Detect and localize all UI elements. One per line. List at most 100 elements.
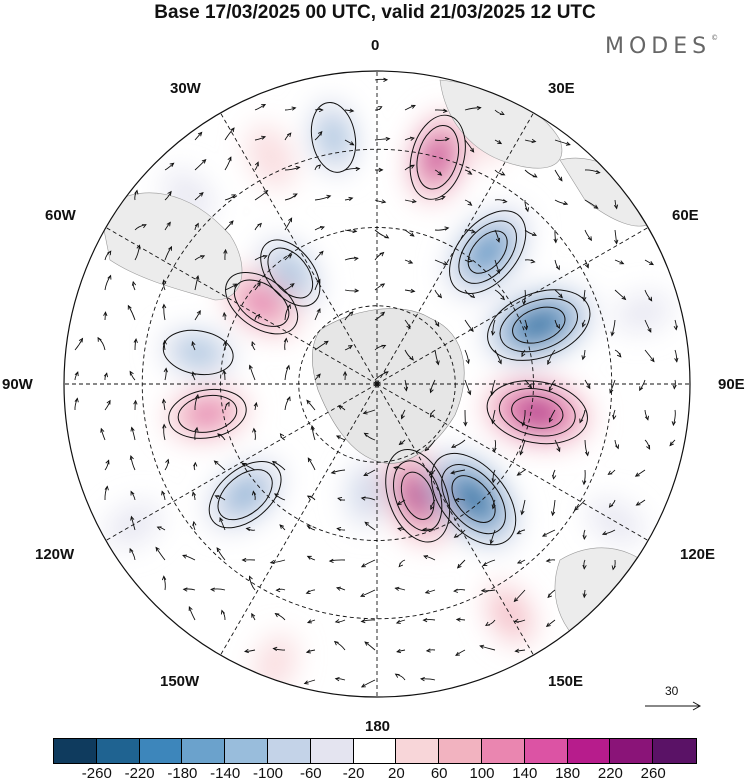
map-title: Base 17/03/2025 00 UTC, valid 21/03/2025… <box>154 2 596 23</box>
colorbar-tick-label: -60 <box>299 765 322 782</box>
wind-vector-head <box>671 421 676 427</box>
wind-vector-head <box>353 256 359 261</box>
wind-vector-head <box>381 344 387 349</box>
wind-vector-head <box>257 222 262 228</box>
wind-vector <box>164 162 174 171</box>
wind-vector-head <box>435 360 440 366</box>
wind-vector-head <box>527 383 533 389</box>
wind-vector-head <box>316 164 322 169</box>
wind-vector <box>584 199 599 209</box>
wind-vector <box>360 589 376 597</box>
wind-vector <box>609 379 616 393</box>
wind-vector-head <box>103 311 108 317</box>
wind-vectors <box>74 77 679 688</box>
wind-vector-head <box>639 386 644 392</box>
colorbar-tick-label: 220 <box>597 765 623 782</box>
wind-vector-head <box>129 547 134 553</box>
wind-vector-head <box>582 593 587 599</box>
wind-vector-head <box>377 106 383 111</box>
wind-vector-head <box>530 259 536 264</box>
wind-vector-head <box>272 646 278 652</box>
wind-vector-head <box>648 296 653 302</box>
wind-vector-head <box>269 559 275 565</box>
wind-vector-head <box>428 470 434 476</box>
wind-vector <box>480 645 496 651</box>
wind-vector-head <box>485 621 490 626</box>
colorbar-swatch <box>310 739 354 763</box>
contour-line <box>512 306 566 344</box>
wind-vector-head <box>335 586 341 591</box>
wind-vector-head <box>429 388 434 394</box>
wind-vector-head <box>133 338 138 343</box>
meridian-line <box>376 227 649 385</box>
colorbar-swatch <box>353 739 397 763</box>
wind-vector-head <box>335 435 341 440</box>
wind-vector-head <box>532 231 537 236</box>
wind-vector-head <box>223 248 228 254</box>
wind-vector-head <box>271 460 277 466</box>
contour-line <box>233 279 290 327</box>
wind-vector-head <box>612 414 617 420</box>
brand-logo: MODES© <box>605 34 718 59</box>
colorbar-tick-label: -140 <box>210 765 241 782</box>
wind-vector-head <box>615 444 620 450</box>
map-boundary <box>63 70 691 698</box>
wind-vector-head <box>305 649 311 654</box>
wind-vector-head <box>162 279 167 285</box>
wind-vector-head <box>214 495 220 500</box>
wind-vector-head <box>360 593 365 597</box>
wind-vector <box>194 132 203 141</box>
wind-vector-head <box>608 503 614 508</box>
wind-vector-head <box>453 533 459 538</box>
wind-vector-head <box>360 496 366 501</box>
anomaly-blob <box>405 478 430 513</box>
wind-vector-head <box>182 554 188 559</box>
contour-line <box>393 460 443 532</box>
colorbar-tick-label: -260 <box>81 765 112 782</box>
wind-vector-head <box>614 239 619 245</box>
wind-vector-head <box>672 384 677 390</box>
wind-vector-head <box>616 352 622 358</box>
wind-vector-head <box>547 360 552 365</box>
wind-vector-head <box>463 421 468 427</box>
wind-vector <box>130 516 136 531</box>
wind-vector <box>254 104 266 111</box>
wind-vector-head <box>201 158 207 164</box>
contour-line <box>511 395 564 429</box>
wind-vector-head <box>521 421 526 427</box>
wind-vector-head <box>107 274 112 280</box>
wind-vector-head <box>482 562 488 567</box>
colorbar-tick-label: 60 <box>430 765 448 782</box>
wind-vector-head <box>467 258 473 263</box>
wind-vector-head <box>516 559 522 564</box>
wind-vector-head <box>516 471 522 476</box>
south-america-landmass <box>99 192 243 301</box>
lon-label-60w: 60W <box>45 207 76 224</box>
wind-vector-head <box>398 440 404 446</box>
wind-vector-head <box>558 176 563 182</box>
wind-vector-head <box>585 451 590 457</box>
wind-vector-head <box>316 308 321 313</box>
contour-line <box>409 114 466 200</box>
wind-vector-head <box>581 322 586 328</box>
wind-vector-head <box>251 341 256 347</box>
wind-vector-head <box>394 586 400 591</box>
wind-vector-head <box>491 330 496 336</box>
wind-vector-head <box>130 426 135 432</box>
wind-vector-head <box>295 165 301 171</box>
wind-vector-head <box>410 164 415 169</box>
wind-vector-head <box>456 563 462 569</box>
wind-vector-head <box>291 106 297 111</box>
wind-vector-head <box>162 303 167 309</box>
wind-vector <box>614 229 618 244</box>
contour-line <box>498 388 576 437</box>
wind-vector-head <box>355 166 361 172</box>
wind-vector-head <box>133 399 138 405</box>
wind-vector-head <box>336 527 342 532</box>
wind-vector-head <box>279 433 285 438</box>
wind-vector <box>404 289 415 292</box>
wind-vector-head <box>586 384 591 390</box>
wind-vector-head <box>395 619 401 624</box>
wind-vector-head <box>136 244 141 250</box>
wind-vector-head <box>435 322 440 327</box>
